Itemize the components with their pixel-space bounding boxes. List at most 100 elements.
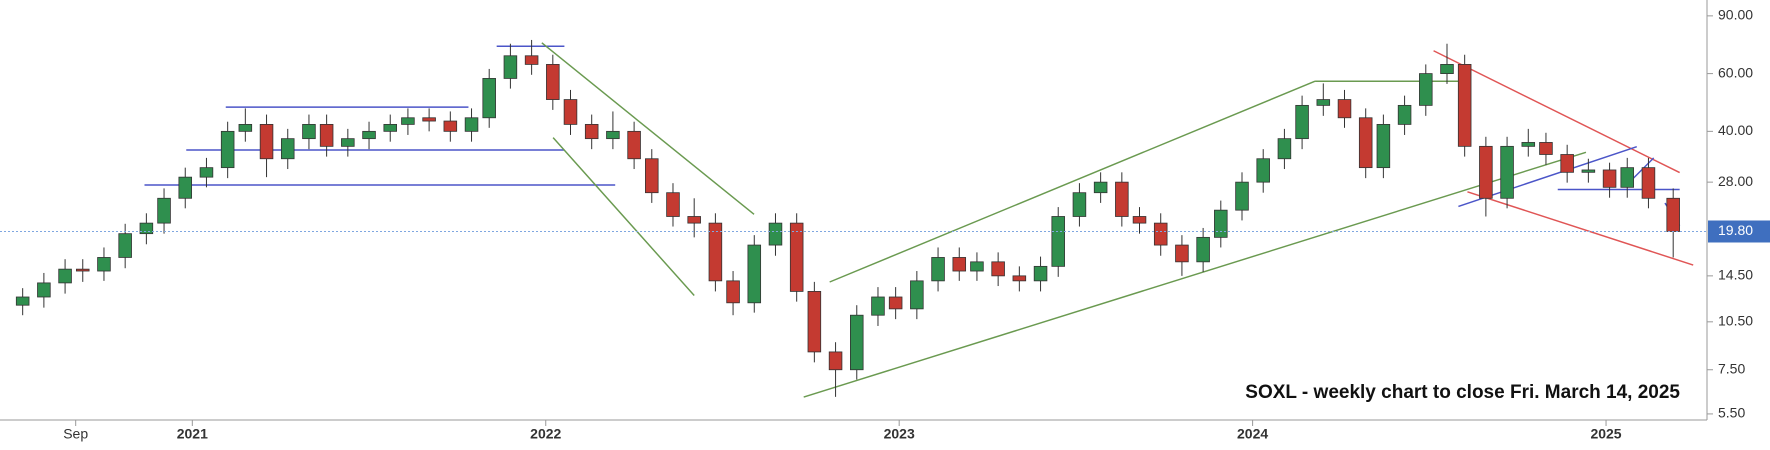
- trend-line: [552, 137, 695, 297]
- candle-body: [1175, 244, 1189, 263]
- candle-body: [157, 197, 171, 224]
- x-tick-label: 2024: [1237, 426, 1268, 442]
- x-tick-label: Sep: [63, 426, 88, 442]
- trend-line: [803, 151, 1587, 398]
- candle-body: [58, 268, 72, 284]
- candle-body: [1581, 169, 1596, 173]
- y-tick-label: 14.50: [1718, 267, 1753, 283]
- candle-body: [1479, 145, 1493, 199]
- candle-body: [850, 314, 864, 371]
- candle-body: [563, 99, 578, 125]
- candle-body: [687, 216, 701, 224]
- candle-body: [1641, 167, 1656, 199]
- candle-body: [952, 257, 967, 272]
- candle-body: [1072, 192, 1087, 217]
- candle-body: [259, 123, 274, 160]
- candle-body: [871, 296, 885, 316]
- candle-body: [1295, 104, 1309, 140]
- candle-body: [910, 280, 924, 310]
- candle-body: [1012, 275, 1027, 282]
- candle-body: [584, 123, 599, 140]
- trend-line: [1467, 191, 1694, 266]
- candle-body: [1440, 64, 1454, 75]
- candle-body: [1539, 142, 1553, 155]
- candle-body: [280, 138, 295, 160]
- y-tick-label: 28.00: [1718, 173, 1753, 189]
- trend-line: [541, 42, 755, 215]
- candle-body: [15, 296, 30, 306]
- candle-body: [118, 233, 132, 258]
- candle-body: [1419, 73, 1433, 106]
- candle-body: [888, 296, 903, 310]
- candle-body: [1358, 117, 1373, 169]
- candle-body: [970, 261, 984, 272]
- candle-body: [1337, 99, 1352, 119]
- candle-body: [75, 268, 90, 272]
- candle-body: [238, 123, 253, 132]
- x-tick-label: 2022: [530, 426, 561, 442]
- candle-body: [220, 130, 235, 169]
- candle-body: [302, 123, 316, 140]
- candle-body: [1115, 181, 1129, 217]
- candle-body: [1560, 154, 1574, 173]
- candle-body: [1521, 142, 1536, 147]
- candle-body: [422, 117, 436, 122]
- candle-body: [606, 130, 620, 140]
- x-tick-label: 2023: [884, 426, 915, 442]
- candle-body: [482, 78, 496, 119]
- y-tick-label: 40.00: [1718, 122, 1753, 138]
- candle-body: [666, 192, 680, 217]
- last-price-box: [1708, 220, 1770, 243]
- candle-body: [319, 123, 334, 147]
- candle-body: [97, 257, 111, 272]
- candle-body: [789, 222, 804, 292]
- candle-body: [37, 282, 51, 298]
- candle-body: [1602, 169, 1617, 188]
- candle-body: [524, 55, 539, 65]
- candle-body: [1256, 158, 1270, 183]
- y-tick-label: 5.50: [1718, 405, 1745, 421]
- candle-body: [645, 158, 659, 194]
- y-tick-label: 90.00: [1718, 7, 1753, 23]
- candle-body: [1235, 181, 1249, 211]
- candle-body: [546, 64, 560, 100]
- candle-body: [1277, 138, 1292, 160]
- candle-body: [383, 123, 398, 132]
- candle-body: [1316, 99, 1331, 106]
- candle-body: [1093, 181, 1108, 194]
- candle-body: [1214, 209, 1228, 238]
- x-tick-label: 2021: [177, 426, 208, 442]
- candle-body: [1457, 64, 1472, 147]
- candle-body: [991, 261, 1005, 277]
- candle-body: [401, 117, 415, 125]
- y-tick-label: 7.50: [1718, 360, 1745, 376]
- trend-line: [829, 80, 1316, 283]
- candle-body: [1196, 236, 1210, 263]
- candle-body: [807, 291, 822, 353]
- candle-body: [627, 130, 641, 160]
- candle-body: [1153, 222, 1168, 246]
- annotation: SOXL - weekly chart to close Fri. March …: [1245, 382, 1680, 403]
- candle-body: [708, 222, 723, 282]
- candle-body: [726, 280, 740, 304]
- candle-body: [1033, 265, 1048, 282]
- y-tick-label: 60.00: [1718, 64, 1753, 80]
- candle-body: [931, 257, 945, 282]
- candle-body: [1051, 216, 1065, 267]
- candle-body: [464, 117, 479, 132]
- candle-body: [1666, 197, 1680, 232]
- candle-body: [139, 222, 154, 235]
- trend-line: [1433, 50, 1680, 174]
- candle-body: [362, 130, 376, 140]
- trend-lines: [144, 42, 1694, 398]
- candle-body: [747, 244, 762, 304]
- candle-body: [828, 351, 843, 371]
- candle-body: [1500, 145, 1514, 199]
- candle-body: [503, 55, 518, 79]
- candle-body: [768, 222, 783, 246]
- candle-body: [199, 167, 214, 178]
- x-tick-label: 2025: [1590, 426, 1621, 442]
- candle-body: [341, 138, 355, 147]
